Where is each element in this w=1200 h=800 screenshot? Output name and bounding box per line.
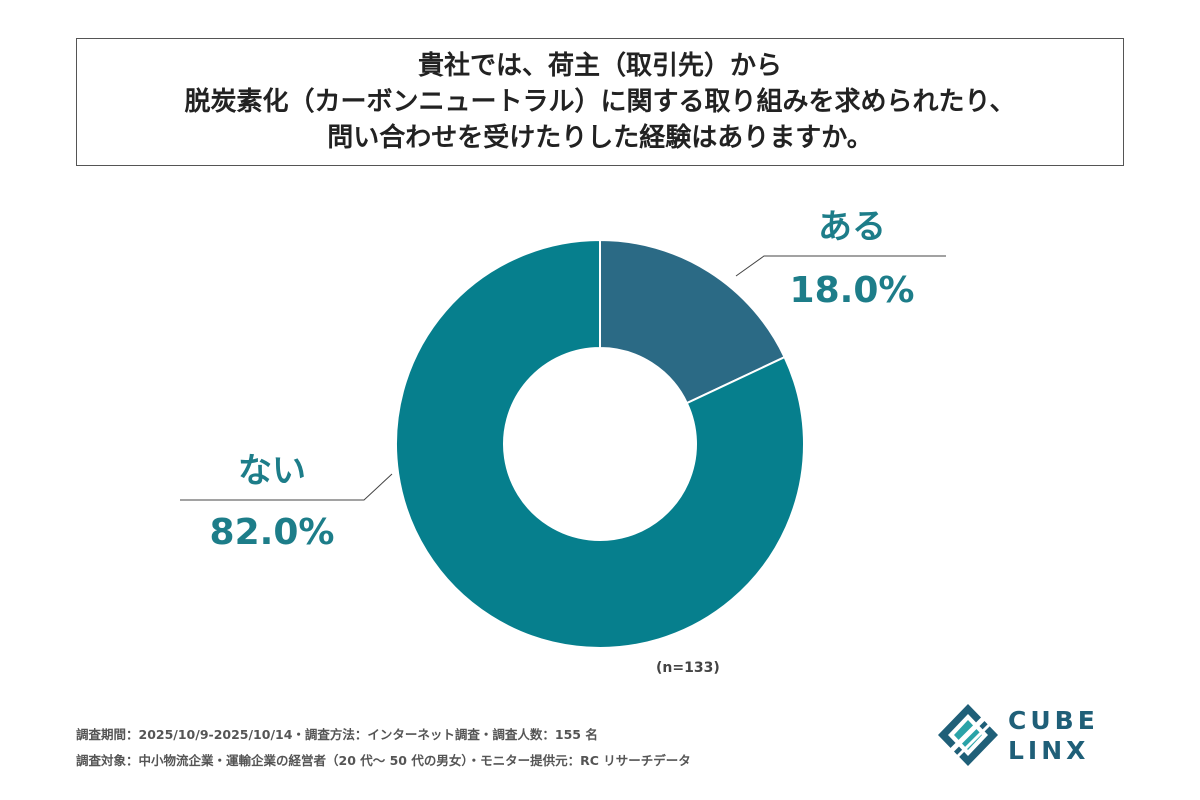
value-label-0: 18.0% <box>790 270 915 311</box>
question-title-line-1: 貴社では、荷主（取引先）から <box>417 51 782 81</box>
logo-text-linx: LINX <box>1008 736 1090 765</box>
cube-logo-icon <box>938 704 998 766</box>
logo-text-cube: CUBE <box>1008 706 1099 735</box>
question-title-line-3: 問い合わせを受けたりした経験はありますか。 <box>327 123 873 153</box>
survey-note-period: 調査期間：2025/10/9-2025/10/14・調査方法：インターネット調査… <box>76 727 598 742</box>
donut-slice-0 <box>599 238 786 405</box>
category-label-0: ある <box>818 207 886 247</box>
leader-line-1 <box>180 473 393 501</box>
value-label-1: 82.0% <box>210 512 335 553</box>
category-label-1: ない <box>238 451 306 491</box>
question-title-box: 貴社では、荷主（取引先）から 脱炭素化（カーボンニュートラル）に関する取り組みを… <box>76 38 1124 166</box>
cube-linx-logo: CUBE LINX <box>936 702 1136 772</box>
leader-line-0 <box>735 255 946 277</box>
sample-size-label: (n=133) <box>656 660 720 676</box>
donut-slice-1 <box>395 238 805 649</box>
survey-notes: 調査期間：2025/10/9-2025/10/14・調査方法：インターネット調査… <box>76 722 691 774</box>
question-title-line-2: 脱炭素化（カーボンニュートラル）に関する取り組みを求められたり、 <box>184 87 1016 117</box>
survey-note-target: 調査対象：中小物流企業・運輸企業の経営者（20 代～ 50 代の男女）・モニター… <box>76 753 691 768</box>
